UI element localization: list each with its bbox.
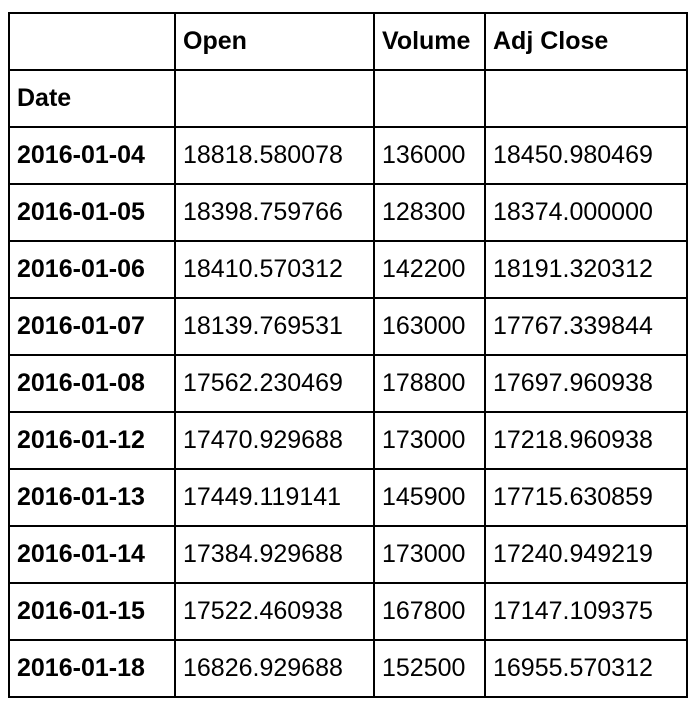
dataframe-table: Open Volume Adj Close Date 2016-01-04 18…: [8, 12, 688, 698]
table-row: 2016-01-08 17562.230469 178800 17697.960…: [8, 354, 688, 413]
cell-volume: 167800: [373, 582, 486, 641]
row-date: 2016-01-15: [8, 582, 176, 641]
row-date: 2016-01-08: [8, 354, 176, 413]
cell-open: 17470.929688: [174, 411, 375, 470]
table-row: 2016-01-04 18818.580078 136000 18450.980…: [8, 126, 688, 185]
cell-adj-close: 18191.320312: [484, 240, 688, 299]
header-volume: Volume: [373, 12, 486, 71]
header-blank: [8, 12, 176, 71]
table-row: 2016-01-15 17522.460938 167800 17147.109…: [8, 582, 688, 641]
cell-volume: 173000: [373, 525, 486, 584]
row-date: 2016-01-06: [8, 240, 176, 299]
cell-open: 17522.460938: [174, 582, 375, 641]
cell-open: 16826.929688: [174, 639, 375, 698]
cell-adj-close: 17218.960938: [484, 411, 688, 470]
column-header-row: Open Volume Adj Close: [8, 12, 688, 71]
row-date: 2016-01-14: [8, 525, 176, 584]
row-date: 2016-01-12: [8, 411, 176, 470]
cell-adj-close: 17240.949219: [484, 525, 688, 584]
index-name: Date: [8, 69, 176, 128]
cell-open: 17384.929688: [174, 525, 375, 584]
table-header: Open Volume Adj Close Date: [8, 12, 688, 128]
table-row: 2016-01-14 17384.929688 173000 17240.949…: [8, 525, 688, 584]
row-date: 2016-01-07: [8, 297, 176, 356]
cell-volume: 145900: [373, 468, 486, 527]
header-adj-close: Adj Close: [484, 12, 688, 71]
cell-volume: 178800: [373, 354, 486, 413]
row-date: 2016-01-04: [8, 126, 176, 185]
table-row: 2016-01-13 17449.119141 145900 17715.630…: [8, 468, 688, 527]
cell-volume: 163000: [373, 297, 486, 356]
table-row: 2016-01-05 18398.759766 128300 18374.000…: [8, 183, 688, 242]
cell-adj-close: 17767.339844: [484, 297, 688, 356]
table-row: 2016-01-12 17470.929688 173000 17218.960…: [8, 411, 688, 470]
cell-adj-close: 17147.109375: [484, 582, 688, 641]
cell-open: 18398.759766: [174, 183, 375, 242]
index-name-blank: [484, 69, 688, 128]
cell-volume: 173000: [373, 411, 486, 470]
header-open: Open: [174, 12, 375, 71]
index-name-blank: [174, 69, 375, 128]
cell-open: 17449.119141: [174, 468, 375, 527]
cell-open: 18139.769531: [174, 297, 375, 356]
cell-adj-close: 18374.000000: [484, 183, 688, 242]
cell-adj-close: 18450.980469: [484, 126, 688, 185]
cell-volume: 128300: [373, 183, 486, 242]
table-row: 2016-01-06 18410.570312 142200 18191.320…: [8, 240, 688, 299]
cell-volume: 152500: [373, 639, 486, 698]
cell-open: 18410.570312: [174, 240, 375, 299]
table-row: 2016-01-07 18139.769531 163000 17767.339…: [8, 297, 688, 356]
cell-open: 17562.230469: [174, 354, 375, 413]
cell-volume: 136000: [373, 126, 486, 185]
cell-adj-close: 17697.960938: [484, 354, 688, 413]
row-date: 2016-01-05: [8, 183, 176, 242]
cell-adj-close: 16955.570312: [484, 639, 688, 698]
cell-open: 18818.580078: [174, 126, 375, 185]
index-name-blank: [373, 69, 486, 128]
row-date: 2016-01-13: [8, 468, 176, 527]
cell-volume: 142200: [373, 240, 486, 299]
index-name-row: Date: [8, 69, 688, 128]
row-date: 2016-01-18: [8, 639, 176, 698]
table-body: 2016-01-04 18818.580078 136000 18450.980…: [8, 126, 688, 698]
table-row: 2016-01-18 16826.929688 152500 16955.570…: [8, 639, 688, 698]
cell-adj-close: 17715.630859: [484, 468, 688, 527]
